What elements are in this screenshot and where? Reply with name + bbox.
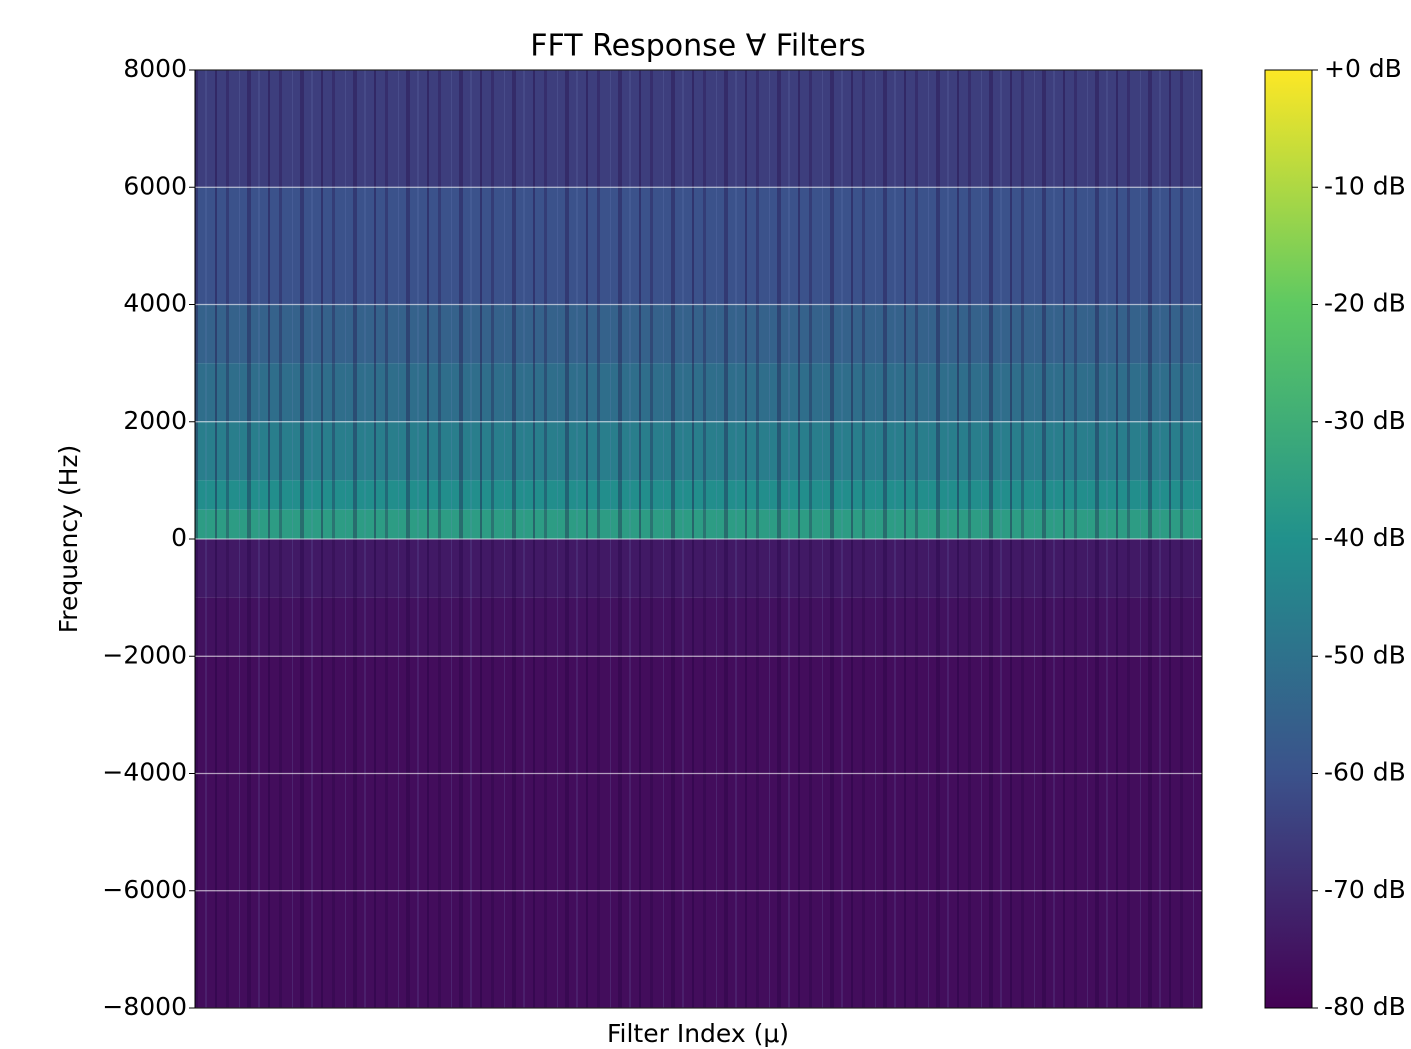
colorbar-tick-label: -10 dB [1324,171,1406,200]
y-axis-label: Frequency (Hz) [54,445,83,634]
y-tick-label: −2000 [102,640,187,669]
colorbar-tick-label: +0 dB [1324,54,1402,83]
colorbar-tick-label: -70 dB [1324,875,1406,904]
colorbar-tick-label: -20 dB [1324,289,1406,318]
y-tick-label: 6000 [123,171,187,200]
y-tick-label: 2000 [123,406,187,435]
chart: FFT Response ∀ Filters Filter Index (μ) … [0,0,1411,1049]
y-tick-label: −6000 [102,875,187,904]
colorbar-tick-label: -60 dB [1324,758,1406,787]
y-tick-label: 8000 [123,54,187,83]
x-axis-label: Filter Index (μ) [607,1019,789,1048]
y-tick-label: −8000 [102,992,187,1021]
y-tick-label: −4000 [102,758,187,787]
chart-title: FFT Response ∀ Filters [530,29,865,64]
colorbar-tick-label: -30 dB [1324,406,1406,435]
colorbar-tick-label: -40 dB [1324,523,1406,552]
y-tick-label: 4000 [123,289,187,318]
y-tick-label: 0 [171,523,187,552]
colorbar-tick-label: -80 dB [1324,992,1406,1021]
colorbar-tick-label: -50 dB [1324,640,1406,669]
colorbar [1265,70,1312,1008]
